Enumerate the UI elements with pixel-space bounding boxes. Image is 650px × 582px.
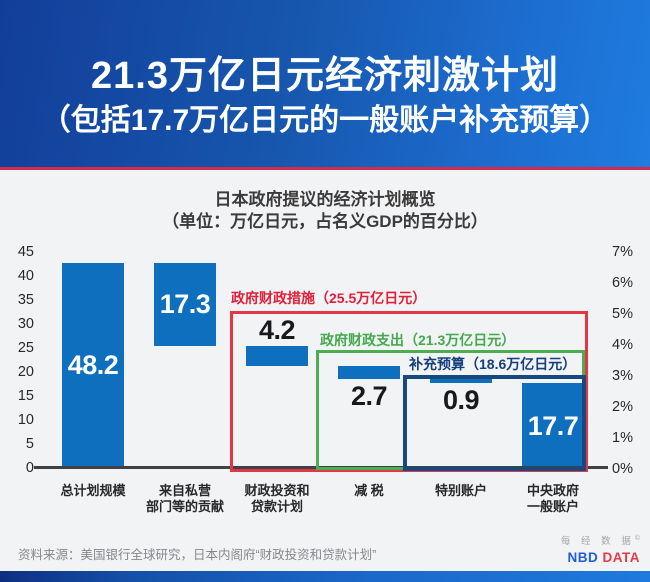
bar-value-label: 17.7 [527, 410, 579, 441]
right-axis-tick: 3% [612, 368, 633, 384]
bar-5 [522, 383, 584, 468]
main-subtitle: （包括17.7万亿日元的一般账户补充预算） [40, 104, 610, 137]
bar-4 [430, 378, 492, 384]
left-axis-tick: 25 [17, 340, 34, 356]
category-label: 总计划规模 [60, 483, 126, 498]
right-axis-tick: 0% [612, 461, 633, 477]
left-axis-tick: 35 [17, 292, 34, 308]
fiscal-measures-label: 政府财政措施（25.5万亿日元） [231, 290, 427, 306]
left-axis-tick: 45 [17, 244, 34, 260]
right-axis-tick: 2% [612, 399, 633, 415]
nbd-logo: 每 经 数 据© NBD DATA [561, 533, 640, 565]
bar-value-label: 2.7 [350, 380, 388, 411]
chart-title: 日本政府提议的经济计划概览 [214, 190, 436, 209]
right-axis-tick: 6% [612, 275, 633, 291]
category-label: 财政投资和 贷款计划 [244, 483, 310, 514]
bottom-accent-bar [0, 571, 650, 582]
right-axis-tick: 4% [612, 337, 633, 353]
bar-value-label: 0.9 [442, 385, 480, 416]
right-axis-tick: 7% [612, 244, 633, 260]
copyright-icon: © [634, 535, 640, 542]
left-axis-tick: 30 [17, 316, 34, 332]
left-axis-tick: 20 [17, 364, 34, 380]
logo-english-text: NBD DATA [567, 550, 640, 566]
right-axis-tick: 1% [612, 430, 633, 446]
source-note: 资料来源：美国银行全球研究，日本内阁府“财政投资和贷款计划” [18, 548, 377, 562]
left-axis-tick: 5 [25, 436, 34, 452]
left-axis-tick: 40 [17, 268, 34, 284]
bar-1 [154, 262, 216, 346]
bar-2 [246, 345, 308, 366]
category-label: 中央政府 一般账户 [526, 483, 579, 514]
fiscal-spending-label: 政府财政支出（21.3万亿日元） [320, 332, 516, 348]
left-axis-tick: 15 [17, 388, 34, 404]
bar-value-label: 4.2 [258, 314, 296, 345]
chart-subtitle: （单位：万亿日元，占名义GDP的百分比） [162, 212, 488, 231]
bar-0 [62, 262, 124, 468]
x-axis-line [34, 466, 608, 469]
bar-value-label: 48.2 [67, 350, 119, 381]
category-label: 减 税 [354, 483, 384, 498]
bar-value-label: 17.3 [159, 289, 211, 320]
category-label: 特别账户 [434, 483, 487, 498]
supplementary-budget-label: 补充预算（18.6万亿日元） [409, 356, 577, 372]
category-label: 来自私营 部门等的贡献 [145, 483, 224, 514]
left-axis-tick: 0 [25, 460, 34, 476]
bar-3 [338, 365, 400, 379]
logo-chinese-text: 每 经 数 据© [560, 535, 640, 548]
header-banner: 21.3万亿日元经济刺激计划 （包括17.7万亿日元的一般账户补充预算） [0, 0, 650, 170]
main-title: 21.3万亿日元经济刺激计划 [91, 55, 559, 97]
right-axis-tick: 5% [612, 306, 633, 322]
left-axis-tick: 10 [17, 412, 34, 428]
